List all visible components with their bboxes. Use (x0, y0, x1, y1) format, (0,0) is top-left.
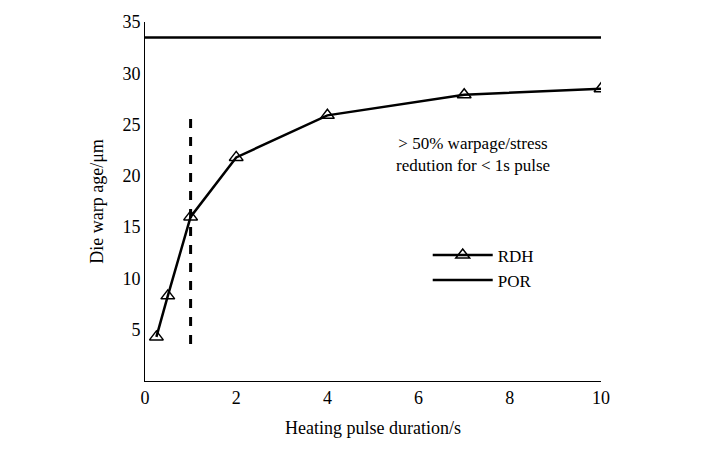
svg-text:10: 10 (592, 388, 610, 408)
svg-text:8: 8 (505, 388, 514, 408)
svg-text:6: 6 (414, 388, 423, 408)
svg-text:RDH: RDH (498, 247, 534, 266)
svg-text:> 50% warpage/stressredution f: > 50% warpage/stressredution for < 1s pu… (396, 134, 550, 175)
svg-text:30: 30 (122, 64, 140, 84)
svg-text:0: 0 (141, 388, 150, 408)
svg-text:25: 25 (122, 115, 140, 135)
svg-text:4: 4 (323, 388, 332, 408)
svg-text:2: 2 (232, 388, 241, 408)
svg-text:20: 20 (122, 166, 140, 186)
svg-text:Heating pulse duration/s: Heating pulse duration/s (285, 418, 461, 438)
svg-text:5: 5 (131, 320, 140, 340)
svg-text:35: 35 (122, 12, 140, 32)
svg-text:Die warp age/μm: Die warp age/μm (87, 139, 107, 264)
svg-text:15: 15 (122, 217, 140, 237)
svg-text:10: 10 (122, 269, 140, 289)
svg-text:POR: POR (498, 272, 532, 291)
